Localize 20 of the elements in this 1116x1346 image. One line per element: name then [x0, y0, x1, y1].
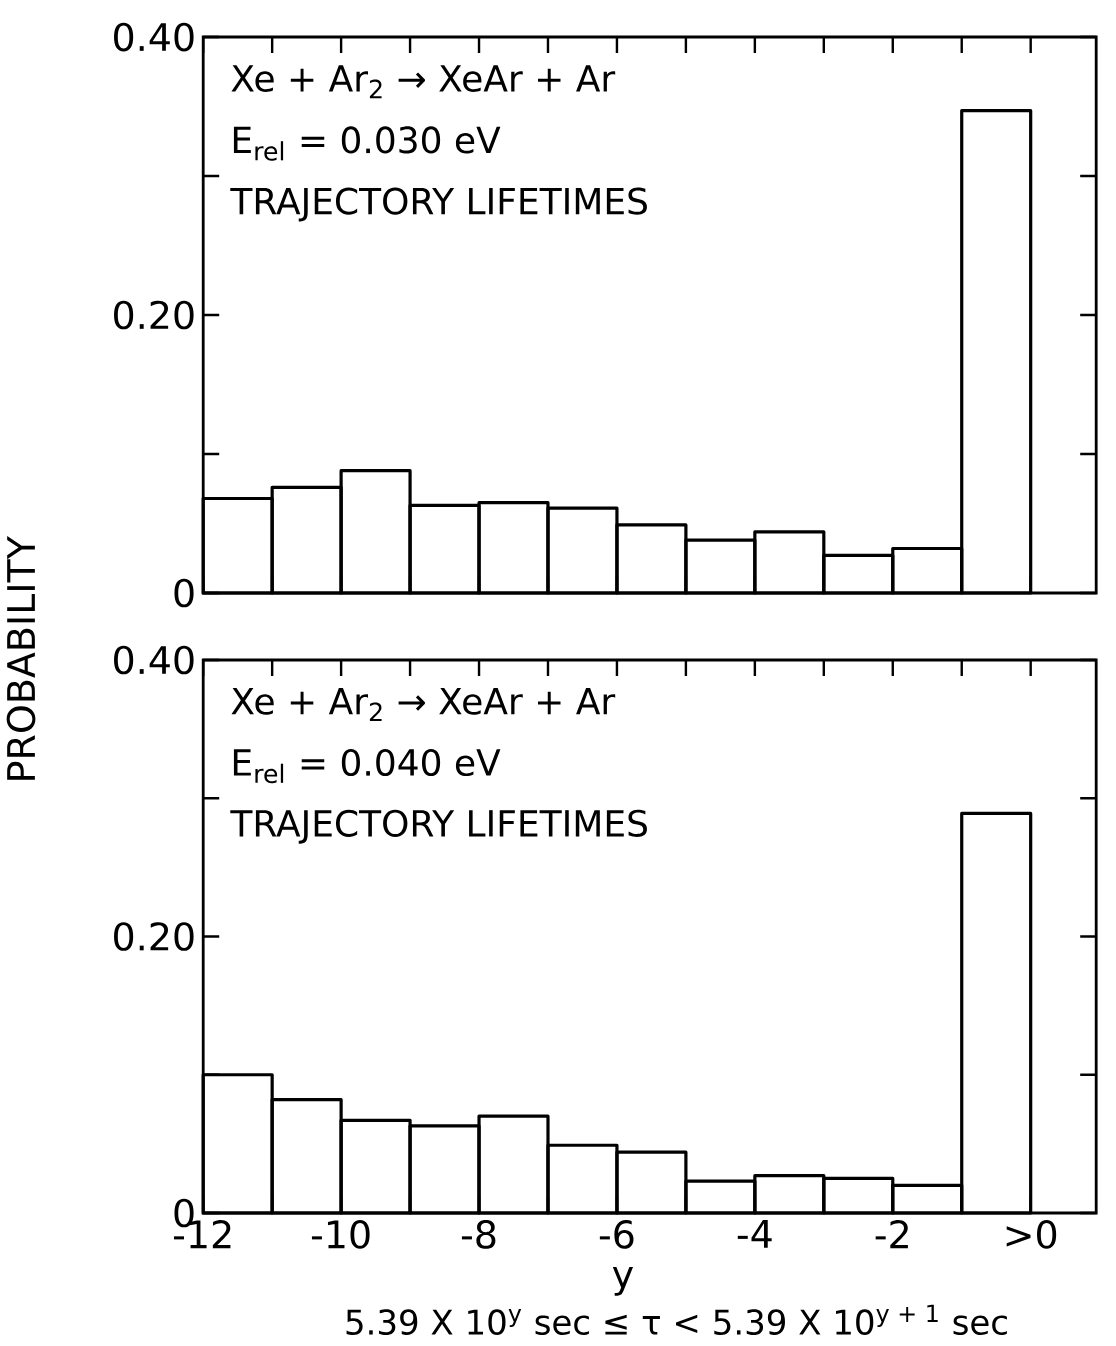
x-axis-title: y [612, 1267, 633, 1296]
annotation: Xe + Ar$_{2}$ → XeAr + Ar [231, 65, 616, 99]
x-tick-label: -6 [599, 1220, 634, 1249]
x-tick-label: -10 [311, 1220, 370, 1249]
annotation: E$_{rel}$ = 0.030 eV [233, 126, 501, 161]
x-tick-label: -4 [737, 1220, 772, 1248]
y-axis-title: PROBABILITY [6, 535, 36, 780]
text: 5.39 X 10$^{y}$ sec ≤ τ < 5.39 X 10$^{y + 1}$ sec [346, 1304, 1007, 1335]
annotation: TRAJECTORY LIFETIMES [230, 187, 647, 222]
y-tick-label: 0.40 [113, 645, 194, 675]
annotation: Xe + Ar$_{2}$ → XeAr + Ar [231, 688, 616, 722]
y-tick-label: 0.20 [113, 922, 194, 951]
y-tick-label: 0 [174, 578, 194, 608]
y-tick-label: 0.20 [113, 300, 194, 330]
x-tick-label: -8 [461, 1220, 496, 1249]
annotation: TRAJECTORY LIFETIMES [230, 809, 647, 844]
y-tick-label: 0.40 [113, 22, 194, 52]
annotation: E$_{rel}$ = 0.040 eV [233, 748, 501, 784]
x-tick-label: -2 [875, 1220, 908, 1249]
x-tick-label: >0 [1006, 1220, 1057, 1249]
